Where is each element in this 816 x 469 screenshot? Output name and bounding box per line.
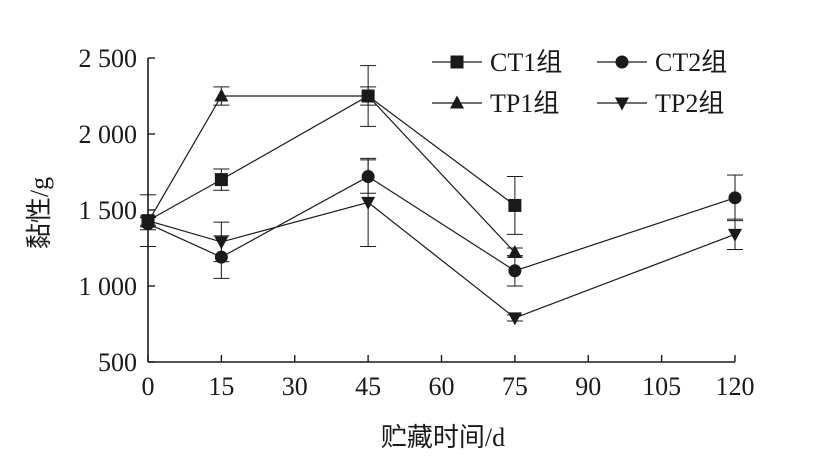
x-tick-label: 60 [429,372,455,401]
legend-label: TP2组 [655,89,724,118]
legend-item-2: CT2组 [597,48,727,77]
data-point [141,215,155,229]
legend-marker [615,97,629,111]
data-point [361,88,376,102]
x-tick-label: 45 [355,372,381,401]
data-point [361,196,376,210]
x-axis-title: 贮藏时间/d [381,423,505,452]
data-point [728,191,742,205]
series-line [147,95,516,253]
y-tick-label: 2 000 [79,120,138,149]
y-tick-label: 1 500 [79,196,138,225]
data-point [214,173,228,187]
y-axis-title: 黏性/g [25,177,54,249]
legend-item-3: TP1组 [432,89,559,118]
legend-marker [450,95,464,109]
series-4 [140,157,743,326]
data-point [508,264,522,278]
data-point [507,312,522,326]
y-tick-label: 1 000 [79,272,138,301]
data-point [214,88,229,102]
legend-label: TP1组 [490,89,559,118]
legend-label: CT2组 [655,48,727,77]
legend-label: CT1组 [490,48,562,77]
series-line [147,95,516,222]
series-3 [140,86,523,259]
y-tick-label: 500 [98,348,137,377]
x-tick-label: 105 [642,372,681,401]
legend-marker [450,55,464,69]
x-tick-label: 30 [282,372,308,401]
data-point [728,228,742,242]
data-point [214,236,229,250]
x-tick-label: 15 [208,372,234,401]
y-tick-label: 2 500 [79,44,138,73]
series-layer [140,65,743,326]
legend-item-4: TP2组 [597,89,724,118]
legend-item-1: CT1组 [432,48,562,77]
x-tick-label: 0 [142,372,155,401]
series-2 [140,159,743,287]
x-tick-label: 120 [716,372,755,401]
x-tick-label: 75 [502,372,528,401]
series-line [147,201,736,319]
data-point [507,245,522,259]
legend-marker [615,55,629,69]
legend: CT1组 CT2组 TP1组 TP2组 [432,48,727,118]
ticks: 0 15 30 45 60 75 90 105 120 500 1 000 1 500 2 000 2 5… [79,44,755,401]
series-1 [140,65,523,247]
data-point [508,198,522,212]
x-tick-label: 90 [575,372,601,401]
series-line [147,175,736,272]
